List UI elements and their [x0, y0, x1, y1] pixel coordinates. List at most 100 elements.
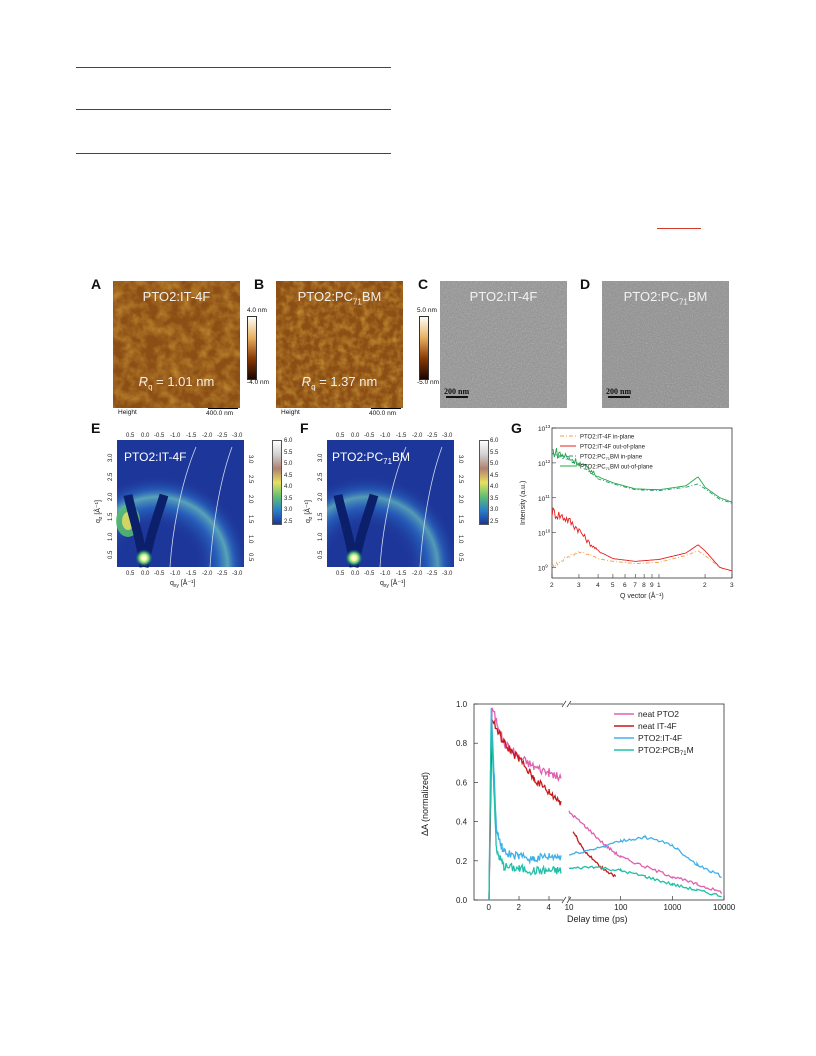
giwaxs-bottom-ticks-e: 0.5 0.0 -0.5 -1.0 -1.5 -2.0 -2.5 -3.0 [126, 571, 243, 577]
y-tick-label: 1013 [538, 424, 551, 433]
afm-colorbar-bottom: -4.0 nm [247, 379, 270, 386]
tem-colorbar [419, 316, 429, 380]
tem-colorbar-top: 5.0 nm [417, 307, 437, 314]
bottom-tick-e: -2.0 [202, 571, 213, 577]
series-line [551, 452, 733, 504]
bottom-tick-e: -1.0 [170, 571, 181, 577]
y-tick-label: 1.0 [456, 700, 468, 709]
colorbar-tick-e: 5.0 [284, 461, 293, 467]
tem-title-d: PTO2:PC71BM [623, 289, 708, 307]
transient-kinetics-chart: 0.0 0.2 0.4 0.6 0.8 1.0 0 2 4 10 100 1000 10000 Delay… [420, 700, 736, 924]
x-tick-label: 5 [611, 582, 615, 589]
tem-scalebar-c [446, 396, 468, 398]
x-tick-label: 2 [517, 903, 522, 912]
afm-texture-b [276, 281, 403, 408]
series-line [568, 833, 722, 879]
colorbar-tick-e: 4.0 [284, 484, 293, 490]
x-tick-label: 6 [623, 582, 627, 589]
giwaxs-right-ticks-e: 3.0 2.5 2.0 1.5 1.0 0.5 [247, 455, 253, 562]
right-tick-f: 3.0 [457, 455, 463, 464]
giwaxs-ylabel-e: qz [Å⁻¹] [93, 500, 104, 523]
giwaxs-top-ticks-f: 0.5 0.0 -0.5 -1.0 -1.5 -2.0 -2.5 -3.0 [336, 433, 453, 439]
colorbar-tick-f: 5.0 [490, 461, 499, 467]
scalebar-label-b: 400.0 nm [369, 410, 397, 417]
plot-frame [551, 427, 733, 579]
legend-label: PTO2:IT-4F in-plane [580, 435, 635, 441]
series-line [551, 506, 733, 572]
top-tick-f: -1.5 [396, 433, 407, 439]
left-tick-f: 0.5 [318, 550, 324, 559]
x-axis-label: Delay time (ps) [567, 914, 628, 924]
giwaxs-beamstop-e [135, 549, 153, 567]
table-bottom-rule [76, 153, 391, 154]
y-axis-label: Intensity (a.u.) [520, 481, 527, 525]
left-tick-e: 0.5 [108, 550, 114, 559]
legend-label: PTO2:IT-4F out-of-plane [580, 445, 646, 451]
y-tick-label: 1011 [538, 494, 550, 503]
left-tick-f: 2.0 [318, 492, 324, 501]
series-line [568, 810, 723, 894]
panel-letter-f: F [300, 420, 309, 436]
top-tick-f: 0.0 [351, 433, 360, 439]
series-line [568, 865, 722, 898]
right-tick-e: 0.5 [247, 553, 253, 562]
x-tick-label: 2 [703, 582, 707, 589]
left-tick-e: 1.5 [108, 512, 114, 521]
legend-label: PTO2:PCB71M [638, 745, 694, 757]
left-tick-e: 1.0 [108, 532, 114, 541]
panel-letter-d: D [580, 276, 591, 292]
legend-label: neat IT-4F [638, 721, 677, 731]
afm-footer-a: Height [118, 409, 137, 416]
tem-colorbar-bottom: -5.0 nm [417, 379, 440, 386]
panel-letter-c: C [418, 276, 429, 292]
table-mid-rule [76, 109, 391, 110]
axis-break-mark [566, 700, 572, 708]
tem-scalebar-label-c: 200 nm [444, 387, 470, 396]
axis-break-gap [563, 897, 570, 903]
bottom-tick-e: 0.5 [126, 571, 135, 577]
left-tick-e: 3.0 [108, 453, 114, 462]
giwaxs-left-ticks-e: 3.0 2.5 2.0 1.5 1.0 0.5 [108, 453, 114, 559]
series-line [488, 719, 562, 901]
giwaxs-guide-1-f [379, 446, 407, 568]
panel-letter-e: E [91, 420, 101, 436]
x-tick-label: 9 [650, 582, 654, 589]
y-axis-label: ΔA (normalized) [420, 772, 430, 836]
x-tick-label: 7 [633, 582, 637, 589]
legend-label: PTO2:IT-4F [638, 733, 682, 743]
left-tick-e: 2.5 [108, 472, 114, 481]
top-tick-e: 0.5 [126, 433, 135, 439]
series-line [551, 447, 733, 503]
x-tick-label: 3 [730, 582, 734, 589]
axis-break-mark [561, 700, 567, 708]
x-tick-label: 4 [547, 903, 552, 912]
left-tick-f: 3.0 [318, 453, 324, 462]
colorbar-tick-f: 5.5 [490, 449, 499, 456]
colorbar-tick-f: 3.0 [490, 507, 499, 513]
top-tick-e: 0.0 [141, 433, 150, 439]
giwaxs-title-e: PTO2:IT-4F [124, 450, 186, 464]
top-tick-e: -0.5 [154, 433, 165, 439]
colorbar-tick-e: 3.5 [284, 495, 293, 502]
right-tick-f: 1.0 [457, 535, 463, 544]
colorbar-tick-e: 3.0 [284, 507, 293, 513]
giwaxs-right-ticks-f: 3.0 2.5 2.0 1.5 1.0 0.5 [457, 455, 463, 562]
x-tick-label: 1 [657, 582, 661, 589]
reference-link-underline[interactable] [657, 228, 701, 229]
bottom-tick-f: -1.0 [380, 571, 391, 577]
bottom-tick-f: -3.0 [442, 571, 453, 577]
y-tick-label: 1012 [538, 459, 551, 468]
giwaxs-guide-1-e [169, 446, 197, 568]
bottom-tick-f: 0.5 [336, 571, 345, 577]
afm-title-b: PTO2:PC71BM [297, 289, 382, 307]
y-tick-label: 0.6 [456, 778, 468, 787]
giwaxs-ylabel-f: qz [Å⁻¹] [303, 500, 314, 523]
right-tick-e: 1.0 [247, 535, 253, 544]
giwaxs-xlabel-f: qxy [Å⁻¹] [380, 578, 405, 589]
y-tick-label: 0.4 [456, 818, 468, 827]
top-tick-f: -0.5 [364, 433, 375, 439]
x-tick-label: 1000 [664, 903, 682, 912]
tem-image-d: PTO2:PC71BM 200 nm [602, 281, 729, 408]
y-tick-label: 0.2 [456, 857, 468, 866]
giwaxs-title-f: PTO2:PC71BM [332, 450, 410, 466]
